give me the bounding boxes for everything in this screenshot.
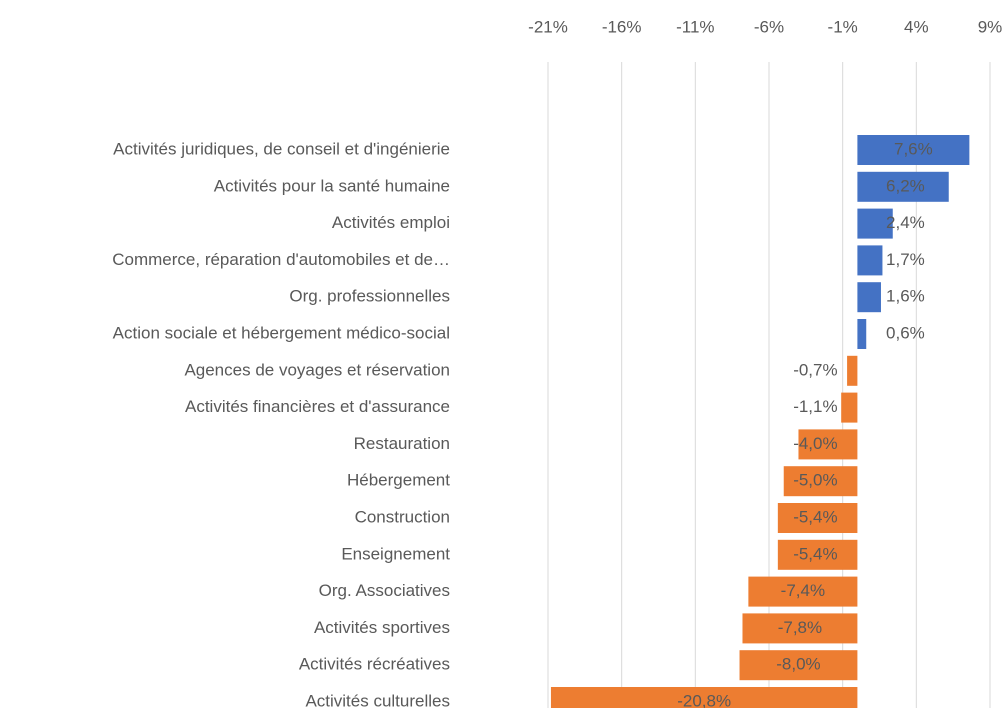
data-label: -7,4% xyxy=(781,581,825,600)
y-tick-label: Construction xyxy=(355,507,450,526)
bar xyxy=(857,245,883,276)
data-label: 0,6% xyxy=(886,323,925,342)
bar xyxy=(857,319,867,349)
y-tick-label: Enseignement xyxy=(341,544,450,563)
bar xyxy=(777,503,858,533)
data-label: -7,8% xyxy=(778,618,822,637)
x-tick-label: -21% xyxy=(528,17,568,36)
y-tick-label: Activités emploi xyxy=(332,213,450,232)
y-tick-label: Activités récréatives xyxy=(299,655,450,674)
data-label: -5,4% xyxy=(793,544,837,563)
data-label: -20,8% xyxy=(677,691,731,708)
bar xyxy=(841,392,858,423)
y-tick-label: Commerce, réparation d'automobiles et de… xyxy=(112,250,450,269)
bar xyxy=(550,687,858,708)
data-label: -4,0% xyxy=(793,434,837,453)
x-tick-label: 4% xyxy=(904,17,929,36)
data-label: -5,4% xyxy=(793,507,837,526)
bar xyxy=(777,539,858,570)
bar xyxy=(857,208,893,239)
x-tick-label: -6% xyxy=(754,17,784,36)
bar xyxy=(739,650,858,681)
y-tick-label: Hébergement xyxy=(347,471,450,490)
data-label: -5,0% xyxy=(793,471,837,490)
data-label: -0,7% xyxy=(793,360,837,379)
y-tick-label: Org. Associatives xyxy=(319,581,450,600)
bar xyxy=(748,576,858,607)
data-label: 1,6% xyxy=(886,287,925,306)
bar xyxy=(857,135,970,165)
bar xyxy=(783,466,858,497)
x-tick-label: 9% xyxy=(978,17,1003,36)
data-label: 1,7% xyxy=(886,250,925,269)
y-tick-label: Activités pour la santé humaine xyxy=(214,176,450,195)
bar xyxy=(798,429,858,460)
x-tick-label: -16% xyxy=(602,17,642,36)
y-tick-label: Activités culturelles xyxy=(305,691,450,708)
data-label: 6,2% xyxy=(886,176,925,195)
data-label: -8,0% xyxy=(776,655,820,674)
bar xyxy=(857,171,949,202)
x-tick-label: -11% xyxy=(676,17,714,36)
y-tick-label: Activités financières et d'assurance xyxy=(185,397,450,416)
bar xyxy=(847,355,858,386)
bar xyxy=(742,613,858,644)
y-tick-label: Restauration xyxy=(354,434,450,453)
y-tick-label: Activités juridiques, de conseil et d'in… xyxy=(113,139,450,158)
y-tick-label: Agences de voyages et réservation xyxy=(184,360,450,379)
y-tick-label: Action sociale et hébergement médico-soc… xyxy=(113,323,450,342)
bar xyxy=(857,282,881,313)
data-label: -1,1% xyxy=(793,397,837,416)
x-tick-label: -1% xyxy=(828,17,858,36)
data-label: 7,6% xyxy=(894,139,933,158)
y-tick-label: Activités sportives xyxy=(314,618,450,637)
data-label: 2,4% xyxy=(886,213,925,232)
y-tick-label: Org. professionnelles xyxy=(289,287,450,306)
